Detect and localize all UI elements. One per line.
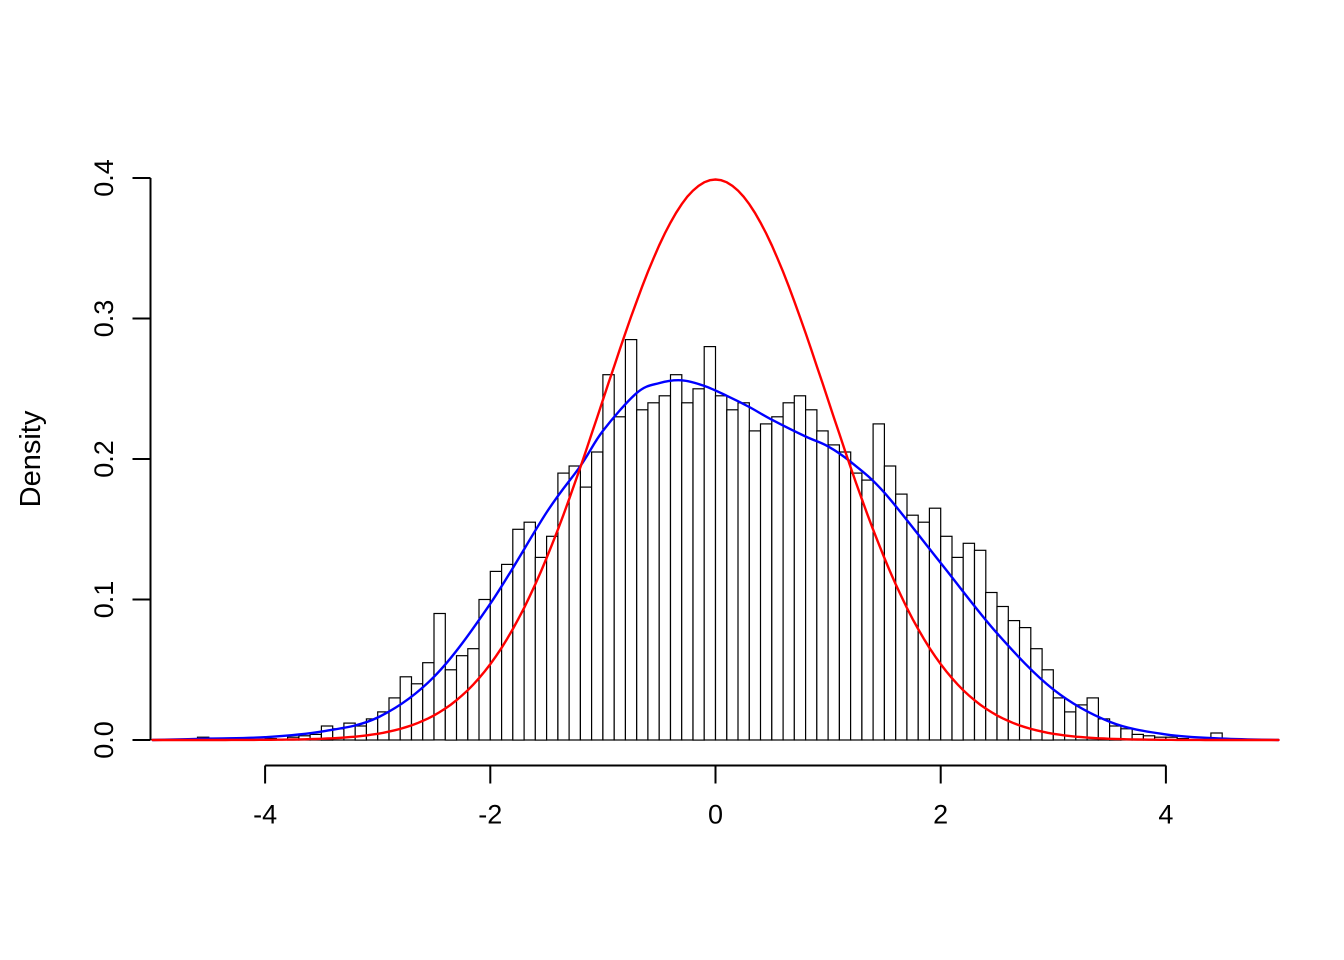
histogram-bar — [883, 465, 897, 741]
histogram-bars — [196, 339, 1223, 741]
histogram-bar — [985, 591, 998, 741]
histogram-bar — [838, 451, 852, 741]
x-tick-labels: -4 -2 0 2 4 — [253, 800, 1173, 830]
histogram-bar — [501, 563, 514, 741]
histogram-bar — [1018, 626, 1032, 741]
histogram-bar — [849, 472, 863, 741]
x-tick-label: -4 — [253, 800, 277, 830]
x-tick-label: 0 — [708, 800, 723, 830]
histogram-bar — [895, 493, 908, 741]
y-axis — [132, 177, 152, 741]
x-tick-label: -2 — [478, 800, 502, 830]
histogram-bar — [422, 662, 435, 741]
standard-normal-density-curve — [151, 178, 1280, 742]
histogram-bar — [467, 648, 480, 741]
histogram-bar — [816, 430, 829, 741]
histogram-bar — [973, 549, 987, 741]
histogram-bar — [804, 409, 818, 741]
x-tick-label: 2 — [933, 800, 948, 830]
histogram-bar — [872, 423, 885, 741]
y-axis-title: Density — [15, 410, 47, 507]
histogram-bar — [658, 395, 672, 741]
histogram-bar — [861, 479, 874, 741]
histogram-bar — [545, 535, 559, 741]
histogram-bar — [759, 423, 773, 741]
x-axis — [264, 764, 1167, 784]
histogram-bar — [703, 346, 717, 741]
histogram-bar — [636, 409, 649, 741]
y-tick-label: 0.4 — [89, 159, 119, 197]
kernel-density-estimate-curve — [151, 378, 1280, 742]
histogram-bar — [928, 507, 942, 741]
histogram-bar — [354, 725, 368, 741]
histogram-bar — [669, 374, 683, 741]
y-tick-label: 0.1 — [89, 581, 119, 619]
histogram-bar — [399, 676, 413, 741]
histogram-bar — [782, 402, 795, 741]
histogram-bar — [726, 409, 739, 741]
y-tick-labels: 0.0 0.1 0.2 0.3 0.4 — [89, 159, 119, 759]
histogram-bar — [681, 402, 694, 741]
histogram-bar — [534, 556, 548, 741]
histogram-bar — [748, 430, 762, 741]
histogram-bar — [590, 451, 604, 741]
histogram-bar — [714, 395, 728, 741]
y-tick-label: 0.3 — [89, 300, 119, 338]
histogram-bar — [613, 416, 627, 741]
y-tick-label: 0.2 — [89, 440, 119, 478]
histogram-bar — [1086, 697, 1099, 741]
histogram-bar — [793, 395, 807, 741]
histogram-bar — [388, 697, 401, 741]
x-tick-label: 4 — [1158, 800, 1173, 830]
histogram-bar — [579, 486, 593, 741]
plot-area: -4 -2 0 2 4 0.0 0.1 0.2 0.3 0.4 — [89, 159, 1280, 830]
histogram-bar — [737, 402, 750, 741]
histogram-bar — [1030, 648, 1043, 741]
histogram-bar — [692, 388, 705, 741]
y-tick-label: 0.0 — [89, 721, 119, 759]
histogram-bar — [523, 521, 536, 741]
histogram-bar — [647, 402, 660, 741]
histogram-bar — [568, 465, 581, 741]
histogram-bar — [827, 444, 840, 741]
histogram-bar — [771, 416, 784, 741]
histogram-bar — [962, 542, 976, 741]
